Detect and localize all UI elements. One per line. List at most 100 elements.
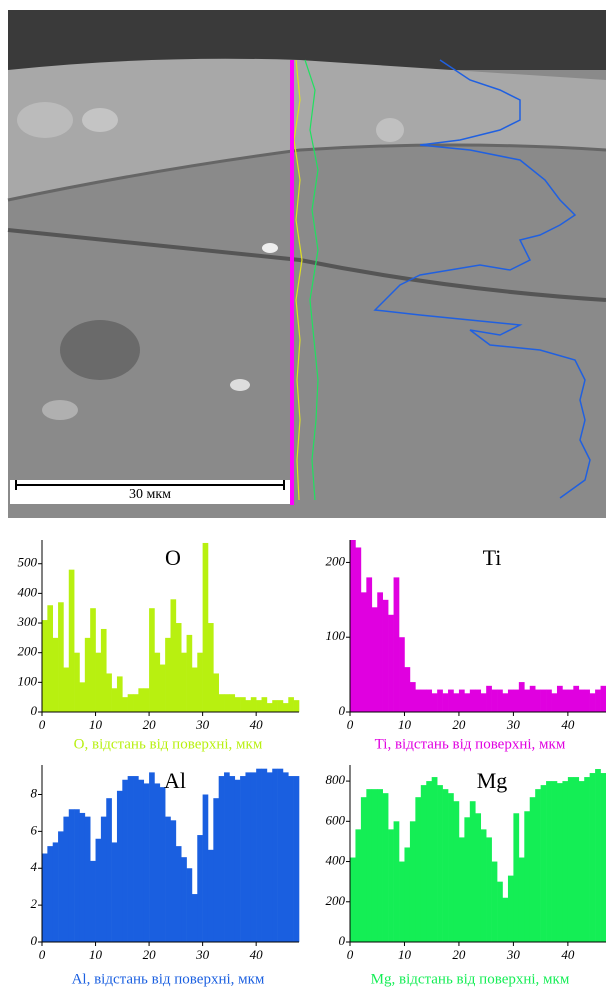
bar <box>74 809 80 942</box>
x-tick-label: 20 <box>143 717 157 732</box>
chart-panel: 0 200 400 600 800 0 10 20 30 40 Mg Mg, відстань від… <box>326 765 606 987</box>
bar <box>388 829 394 942</box>
bar <box>293 700 300 712</box>
bar <box>350 540 356 712</box>
bar <box>486 837 492 942</box>
bar <box>122 779 128 942</box>
bar <box>47 605 54 712</box>
bar <box>74 652 80 712</box>
bar <box>111 688 118 712</box>
bar <box>250 697 257 712</box>
x-tick-label: 20 <box>452 947 466 962</box>
bar <box>366 789 373 942</box>
bar <box>245 700 252 712</box>
bar <box>573 777 580 942</box>
bar <box>513 689 520 712</box>
bar <box>420 689 427 712</box>
bar <box>464 817 471 942</box>
chart-panel: 0 2 4 6 8 0 10 20 30 40 Al Al, відстань від поверхн… <box>31 765 300 987</box>
bar <box>186 868 193 942</box>
bar <box>535 689 541 712</box>
bar <box>573 685 580 712</box>
bar <box>170 820 177 942</box>
bar <box>202 794 209 942</box>
bar <box>240 697 246 712</box>
bar <box>181 652 187 712</box>
bar <box>600 773 606 942</box>
bar <box>595 689 601 712</box>
bar <box>584 689 590 712</box>
bar <box>240 776 246 942</box>
bar <box>154 652 161 712</box>
bar <box>90 860 96 942</box>
bar <box>497 881 503 942</box>
bar <box>453 801 460 942</box>
bar <box>245 772 252 942</box>
x-axis-label: Ti, відстань від поверхні, мкм <box>375 736 566 752</box>
bar <box>524 689 531 712</box>
bar <box>567 777 574 942</box>
bar <box>355 547 362 712</box>
bar <box>250 772 257 942</box>
bar <box>415 689 422 712</box>
bar <box>442 693 449 712</box>
x-tick-label: 30 <box>506 717 521 732</box>
bar <box>272 768 278 942</box>
y-tick-label: 600 <box>326 812 346 827</box>
bar <box>288 697 294 712</box>
y-tick-label: 200 <box>326 553 346 568</box>
bar <box>371 607 378 712</box>
bar <box>116 676 123 712</box>
bar <box>442 789 449 942</box>
bar <box>106 798 112 942</box>
bar <box>63 816 70 942</box>
bar <box>491 861 498 942</box>
bar <box>453 693 460 712</box>
bar <box>100 816 107 942</box>
bar <box>600 685 606 712</box>
bar <box>366 577 373 712</box>
bar <box>63 667 70 712</box>
bar <box>518 857 525 942</box>
bar <box>529 797 536 942</box>
bar <box>350 857 356 942</box>
bar <box>277 700 284 712</box>
y-tick-label: 0 <box>31 933 38 948</box>
y-tick-label: 2 <box>31 896 38 911</box>
bar <box>191 667 198 712</box>
x-tick-label: 30 <box>506 947 521 962</box>
x-axis-label: Al, відстань від поверхні, мкм <box>72 971 265 987</box>
bar <box>122 697 128 712</box>
x-tick-label: 10 <box>398 947 412 962</box>
bar <box>556 783 563 942</box>
y-tick-label: 0 <box>339 933 346 948</box>
bar <box>266 772 273 942</box>
bar <box>47 846 54 942</box>
bar <box>355 829 362 942</box>
bar <box>154 783 161 942</box>
bar <box>261 697 268 712</box>
bar <box>42 620 48 712</box>
bar <box>84 637 91 712</box>
bar <box>448 793 454 942</box>
bar <box>207 623 214 712</box>
bar <box>282 772 289 942</box>
bar <box>138 688 145 712</box>
bar <box>79 812 86 942</box>
bar <box>207 849 214 942</box>
bar <box>535 789 541 942</box>
bar <box>234 697 241 712</box>
x-tick-label: 20 <box>143 947 157 962</box>
bar <box>480 693 487 712</box>
bar <box>502 897 509 942</box>
bar <box>507 875 514 942</box>
bar <box>143 783 150 942</box>
bar <box>431 693 438 712</box>
bar <box>458 837 465 942</box>
panel-title: Al <box>164 768 186 793</box>
bar <box>546 689 552 712</box>
bar <box>589 693 596 712</box>
bar <box>404 847 411 942</box>
bar <box>288 776 294 942</box>
y-tick-label: 300 <box>17 614 38 629</box>
